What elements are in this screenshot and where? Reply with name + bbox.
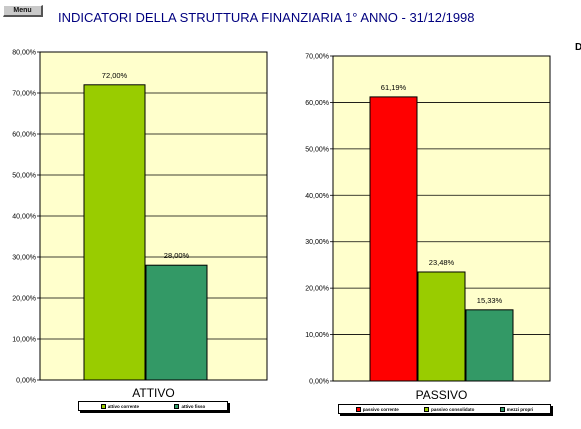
passivo-y-tick-label: 10,00% — [305, 332, 329, 339]
chart-passivo-legend: passivo corrente passivo consolidato mezzi… — [338, 404, 551, 414]
passivo-y-tick-label: 60,00% — [305, 100, 329, 107]
legend-label: mezzi propri — [506, 406, 534, 412]
passivo-y-tick-label: 30,00% — [305, 239, 329, 246]
truncated-glyph: D — [575, 42, 581, 53]
legend-item: attivo corrente — [100, 403, 139, 409]
legend-label: passivo corrente — [362, 406, 399, 412]
legend-label: passivo consolidato — [431, 406, 475, 412]
passivo-y-tick-label: 40,00% — [305, 193, 329, 200]
passivo-bar-passivo-corrente — [369, 96, 418, 382]
chart-attivo-xlabel: ATTIVO — [132, 386, 175, 400]
attivo-y-tick-label: 50,00% — [12, 173, 36, 180]
legend-label: attivo fisso — [181, 403, 206, 409]
legend-swatch — [424, 406, 430, 412]
passivo-bar-mezzi-propri — [465, 309, 514, 382]
legend-item: attivo fisso — [174, 403, 206, 409]
page-title: INDICATORI DELLA STRUTTURA FINANZIARIA 1… — [58, 10, 475, 25]
attivo-y-tick-label: 0,00% — [16, 378, 36, 385]
legend-swatch — [174, 403, 180, 409]
passivo-bar-passivo-consolidato — [417, 271, 466, 382]
attivo-y-tick-label: 10,00% — [12, 337, 36, 344]
attivo-y-tick-label: 20,00% — [12, 296, 36, 303]
attivo-y-tick-label: 60,00% — [12, 132, 36, 139]
legend-swatch — [499, 406, 505, 412]
passivo-y-tick-label: 70,00% — [305, 54, 329, 61]
passivo-y-tick-label: 20,00% — [305, 286, 329, 293]
passivo-y-tick-label: 50,00% — [305, 146, 329, 153]
chart-attivo-legend: attivo corrente attivo fisso — [78, 401, 228, 411]
chart-passivo-xlabel: PASSIVO — [415, 388, 468, 402]
attivo-data-label: 28,00% — [164, 251, 190, 260]
menu-button[interactable]: Menu — [3, 5, 43, 17]
legend-swatch — [100, 403, 106, 409]
legend-swatch — [355, 406, 361, 412]
passivo-data-label: 15,33% — [477, 296, 503, 305]
legend-item: passivo corrente — [355, 406, 399, 412]
attivo-bar-attivo-fisso — [145, 264, 208, 381]
attivo-y-tick-label: 30,00% — [12, 255, 36, 262]
legend-item: passivo consolidato — [424, 406, 475, 412]
legend-item: mezzi propri — [499, 406, 534, 412]
attivo-y-tick-label: 70,00% — [12, 91, 36, 98]
passivo-data-label: 23,48% — [429, 258, 455, 267]
legend-label: attivo corrente — [107, 403, 139, 409]
passivo-y-tick-label: 0,00% — [309, 379, 329, 386]
attivo-y-tick-label: 40,00% — [12, 214, 36, 221]
attivo-data-label: 72,00% — [102, 71, 128, 80]
attivo-bar-attivo-corrente — [83, 84, 146, 381]
attivo-y-tick-label: 80,00% — [12, 50, 36, 57]
passivo-data-label: 61,19% — [381, 83, 407, 92]
